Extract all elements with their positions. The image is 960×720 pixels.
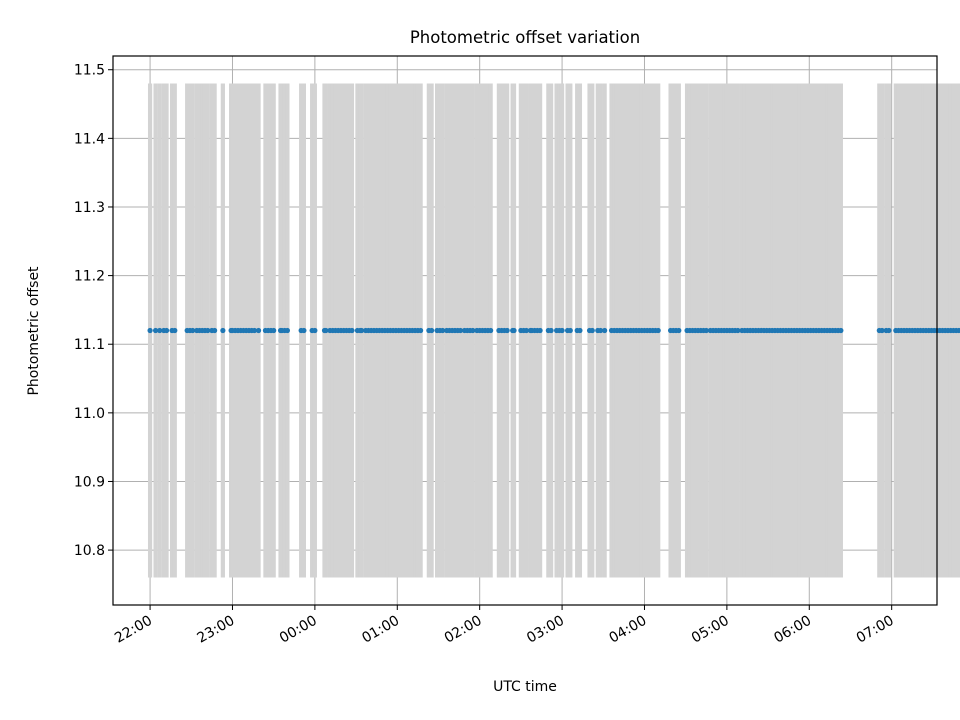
data-point xyxy=(567,327,573,334)
y-tick-label: 11.2 xyxy=(74,269,105,285)
data-point xyxy=(251,327,258,334)
data-point xyxy=(440,327,446,334)
data-point xyxy=(655,327,661,334)
data-point xyxy=(602,327,608,334)
y-tick-label: 11.5 xyxy=(74,63,105,79)
x-axis-label: UTC time xyxy=(493,679,557,695)
data-point xyxy=(511,327,517,334)
data-point xyxy=(886,327,892,334)
y-axis-label: Photometric offset xyxy=(26,266,42,396)
data-point xyxy=(205,327,211,334)
y-tick-label: 11.4 xyxy=(74,131,105,147)
data-point xyxy=(358,327,365,334)
scatter-series xyxy=(147,327,960,334)
data-point xyxy=(429,327,435,334)
data-point xyxy=(163,327,170,334)
data-point xyxy=(735,327,741,334)
data-point xyxy=(470,327,476,334)
data-point xyxy=(504,327,510,334)
data-point xyxy=(577,327,583,334)
data-point xyxy=(212,327,218,334)
data-point xyxy=(312,327,318,334)
data-point xyxy=(879,327,885,334)
data-point xyxy=(157,327,163,334)
data-point xyxy=(255,327,262,334)
y-tick-label: 10.8 xyxy=(74,543,105,559)
data-point xyxy=(956,327,960,334)
data-point xyxy=(838,327,844,334)
data-point xyxy=(172,327,178,334)
data-point xyxy=(220,327,226,334)
data-point xyxy=(523,327,529,334)
data-point xyxy=(323,327,329,334)
y-axis-ticks: 10.8 10.9 11.0 11.1 11.2 11.3 11.4 11.5 xyxy=(74,63,113,559)
data-point xyxy=(349,327,355,334)
y-tick-label: 11.1 xyxy=(74,337,105,353)
data-point xyxy=(147,327,153,334)
chart-title: Photometric offset variation xyxy=(410,28,640,47)
data-point xyxy=(559,327,565,334)
plot-frame xyxy=(112,55,938,606)
data-point xyxy=(301,327,307,334)
y-tick-label: 11.0 xyxy=(74,406,105,422)
data-point xyxy=(548,327,554,334)
data-point xyxy=(597,327,604,334)
data-point xyxy=(457,327,464,334)
y-tick-label: 11.3 xyxy=(74,200,105,216)
data-point xyxy=(676,327,682,334)
data-point xyxy=(418,327,424,334)
data-point xyxy=(488,327,494,334)
data-point xyxy=(703,327,709,334)
y-tick-label: 10.9 xyxy=(74,474,105,490)
data-point xyxy=(284,327,291,334)
data-point xyxy=(271,327,277,334)
data-point xyxy=(589,327,595,334)
data-point xyxy=(190,327,196,334)
data-point xyxy=(537,327,543,334)
data-point xyxy=(152,327,159,334)
